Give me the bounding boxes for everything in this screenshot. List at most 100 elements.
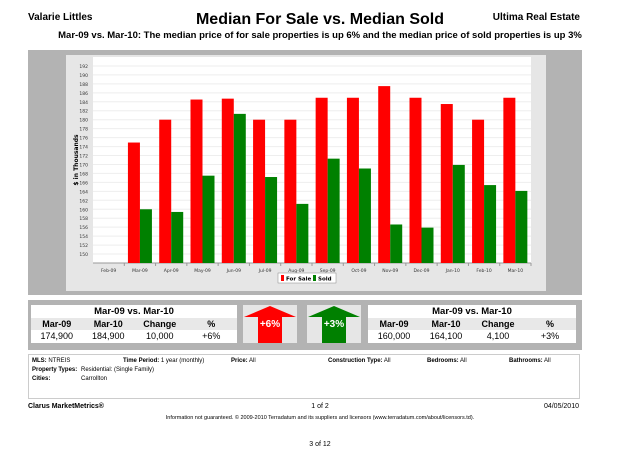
bar-for-sale	[190, 99, 203, 263]
x-tick-label: Nov-09	[382, 268, 398, 274]
x-tick-label: Apr-09	[164, 268, 179, 274]
cell: 164,100	[429, 331, 463, 341]
legend: For Sale Sold	[277, 272, 337, 284]
y-tick-label: 160	[79, 207, 88, 213]
arrow-label: +6%	[259, 319, 281, 330]
column-header: %	[545, 319, 554, 329]
column-header: Mar-09	[379, 319, 409, 329]
construction-label: Construction Type:	[328, 358, 383, 364]
bar-for-sale	[159, 119, 172, 264]
for-sale-summary-table: Mar-09 vs. Mar-10 Mar-09 Mar-10 Change% 17…	[31, 305, 237, 343]
cell: 174,900	[40, 331, 74, 341]
bathrooms-value: All	[544, 358, 551, 364]
bar-for-sale	[253, 119, 266, 264]
cities-value: Carrollton	[81, 376, 108, 382]
y-tick-label: 186	[79, 91, 88, 97]
bar-for-sale	[472, 119, 485, 264]
legend-box	[277, 272, 337, 284]
bathrooms-label: Bathrooms:	[509, 358, 543, 364]
y-tick-label: 158	[79, 216, 88, 222]
y-tick-label: 178	[79, 127, 88, 133]
x-tick-label: May-09	[194, 268, 211, 274]
y-tick-label: 174	[79, 145, 88, 151]
chart-panel: 150 152 154 156 158 160 162 164 166 168 170 172 174 1…	[28, 50, 582, 295]
column-header: Change	[481, 319, 515, 329]
property-types-value: Residential: (Single Family)	[81, 367, 155, 373]
column-header: Mar-09	[42, 319, 72, 329]
bar-sold	[358, 168, 371, 263]
x-tick-label: Mar-10	[508, 268, 524, 274]
cell: +6%	[202, 331, 221, 341]
bar-sold	[327, 158, 340, 263]
bar-sold	[171, 211, 184, 263]
x-tick-label: Sep-09	[320, 268, 336, 274]
up-arrow-icon	[308, 306, 360, 343]
sold-summary-table: Mar-09 vs. Mar-10 Mar-09 Mar-10 Change% 16…	[368, 305, 576, 343]
bar-sold	[421, 227, 434, 263]
x-tick-label: Mar-09	[132, 268, 148, 274]
y-axis-label: $ in Thousands	[73, 134, 80, 186]
x-tick-label: Dec-09	[413, 268, 429, 274]
legend-label: Sold	[318, 277, 332, 283]
y-tick-label: 152	[79, 243, 88, 249]
column-header: %	[207, 319, 216, 329]
y-tick-label: 190	[79, 73, 88, 79]
bedrooms-value: All	[460, 358, 467, 364]
bar-sold	[296, 203, 309, 263]
price-value: All	[249, 358, 256, 364]
y-tick-label: 192	[79, 64, 88, 70]
y-tick-label: 172	[79, 154, 88, 160]
price-label: Price:	[231, 358, 248, 364]
filter-criteria: MLS: NTREIS Time Period: 1 year (monthly…	[28, 354, 580, 399]
y-tick-label: 184	[79, 100, 88, 106]
bar-for-sale	[284, 119, 297, 264]
cities-label: Cities:	[32, 376, 51, 382]
x-tick-label: Jun-09	[226, 268, 242, 274]
property-types-label: Property Types:	[32, 367, 78, 373]
time-period-value: 1 year (monthly)	[160, 358, 205, 364]
bar-sold	[390, 224, 403, 263]
bar-sold	[265, 177, 278, 263]
y-tick-label: 164	[79, 189, 88, 195]
column-header: Mar-10	[93, 319, 123, 329]
chart-area: 150 152 154 156 158 160 162 164 166 168 170 172 174 1…	[66, 55, 546, 291]
legend-label: For Sale	[286, 277, 311, 283]
y-tick-label: 176	[79, 136, 88, 142]
mls-label: MLS:	[32, 358, 47, 364]
page-indicator: 1 of 2	[311, 403, 329, 410]
cell: 184,900	[91, 331, 125, 341]
x-tick-label: Aug-09	[288, 268, 304, 274]
y-tick-label: 166	[79, 180, 88, 186]
plot-area	[93, 57, 531, 263]
legend-swatch	[281, 275, 284, 281]
legend-swatch	[313, 275, 316, 281]
bar-for-sale	[440, 104, 453, 263]
y-tick-label: 154	[79, 234, 88, 240]
table-title: Mar-09 vs. Mar-10	[94, 306, 174, 317]
mls-value: NTREIS	[48, 358, 71, 364]
bar-for-sale	[409, 97, 422, 264]
cell: 4,100	[486, 331, 510, 341]
bar-sold	[202, 175, 215, 263]
bar-sold	[484, 185, 497, 263]
x-tick-label: Oct-09	[351, 268, 366, 274]
x-tick-label: Feb-09	[101, 268, 116, 274]
brand: Clarus MarketMetrics®	[28, 403, 104, 410]
bar-for-sale	[346, 97, 359, 264]
y-tick-label: 170	[79, 162, 88, 168]
column-header: Change	[143, 319, 177, 329]
x-tick-label: Jan-10	[445, 268, 460, 274]
bar-chart: 150 152 154 156 158 160 162 164 166 168 170 172 174 1…	[73, 57, 532, 284]
cell: +3%	[540, 331, 560, 341]
page-title: Median For Sale vs. Median Sold	[195, 11, 445, 28]
y-tick-label: 162	[79, 198, 88, 204]
y-tick-label: 188	[79, 82, 88, 88]
cell: 160,000	[377, 331, 411, 341]
construction-value: All	[383, 358, 391, 364]
bar-for-sale	[315, 97, 328, 264]
sold-change-arrow: +3%	[307, 305, 361, 343]
bar-for-sale	[127, 142, 140, 263]
y-tick-label: 150	[79, 252, 88, 258]
disclaimer: Information not guaranteed. © 2009-2010 …	[165, 415, 475, 421]
cell: 10,000	[145, 331, 174, 341]
